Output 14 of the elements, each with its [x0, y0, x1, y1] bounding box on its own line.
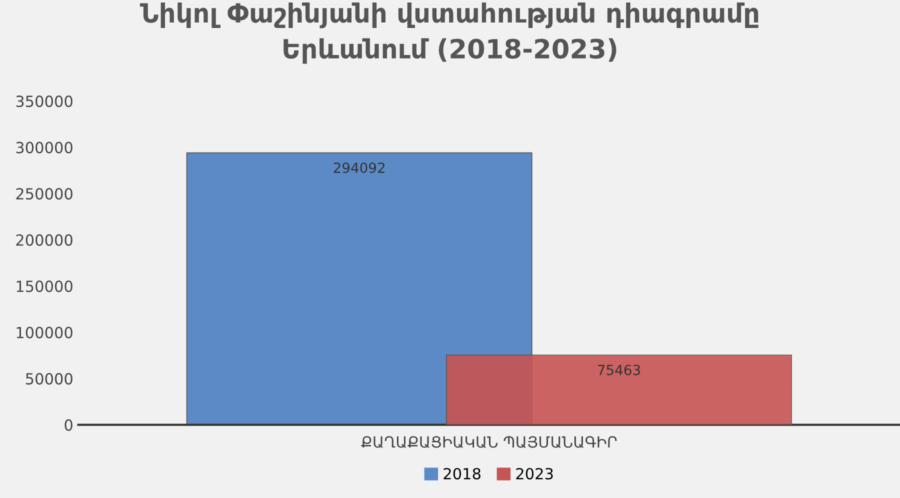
legend-label: 2018: [444, 468, 480, 480]
data-label: 294092: [334, 162, 384, 174]
y-tick-label: 350000: [16, 96, 72, 108]
y-tick-label: 100000: [16, 326, 72, 338]
chart-title: Նիկոլ Փաշինյանի վստահության դիագրամը Երևանում (2018-2023): [140, 2, 758, 64]
y-tick-label: 50000: [26, 373, 72, 385]
y-tick-label: 250000: [16, 188, 72, 200]
data-label: 75463: [598, 364, 640, 376]
y-tick-label: 150000: [16, 280, 72, 292]
x-tick-label: ՔԱՂԱՔԱՑԻԱԿԱՆ ՊԱՅՄԱՆԱԳԻՐ: [361, 436, 617, 448]
y-tick-label: 0: [64, 419, 72, 431]
legend-label: 2023: [516, 468, 553, 480]
y-tick-label: 200000: [16, 234, 72, 246]
y-tick-label: 300000: [16, 142, 72, 154]
